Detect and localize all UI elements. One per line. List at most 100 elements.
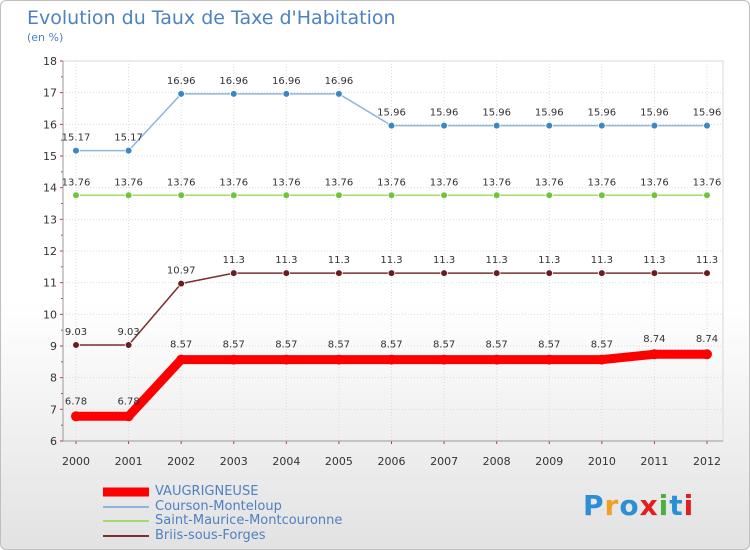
- data-label-saint-maurice-montcouronne: 13.76: [482, 177, 511, 188]
- data-label-saint-maurice-montcouronne: 13.76: [272, 177, 301, 188]
- logo-letter: o: [619, 489, 640, 522]
- data-label-briis-sous-forges: 9.03: [117, 327, 139, 338]
- data-label-saint-maurice-montcouronne: 13.76: [219, 177, 248, 188]
- data-point-saint-maurice-montcouronne: [335, 191, 343, 200]
- data-label-courson-monteloup: 16.96: [167, 76, 196, 87]
- data-label-saint-maurice-montcouronne: 13.76: [640, 177, 669, 188]
- data-label-vaugrigneuse: 8.57: [538, 340, 560, 351]
- data-point-vaugrigneuse: [596, 354, 607, 365]
- x-tick-label: 2012: [693, 455, 721, 468]
- x-tick-label: 2008: [483, 455, 511, 468]
- y-tick-label: 16: [43, 118, 57, 131]
- y-tick-label: 14: [43, 182, 57, 195]
- data-point-courson-monteloup: [282, 90, 291, 98]
- y-tick-label: 12: [43, 245, 57, 258]
- x-tick-label: 2007: [430, 455, 458, 468]
- legend-swatch-briis-sous-forges: [103, 534, 149, 537]
- data-point-saint-maurice-montcouronne: [492, 191, 501, 200]
- data-point-vaugrigneuse: [123, 411, 134, 422]
- legend: VAUGRIGNEUSE Courson-Monteloup Saint-Mau…: [101, 485, 342, 543]
- legend-label: Saint-Maurice-Montcouronne: [155, 513, 343, 529]
- proxiti-logo[interactable]: Proxiti: [583, 489, 694, 522]
- data-point-saint-maurice-montcouronne: [124, 191, 133, 200]
- data-point-vaugrigneuse: [281, 354, 292, 365]
- data-label-briis-sous-forges: 11.3: [591, 255, 613, 266]
- data-point-briis-sous-forges: [598, 269, 606, 277]
- data-point-briis-sous-forges: [282, 269, 291, 277]
- data-point-courson-monteloup: [124, 146, 133, 155]
- data-point-vaugrigneuse: [386, 354, 397, 365]
- x-tick-label: 2005: [325, 455, 353, 468]
- data-label-courson-monteloup: 15.96: [377, 108, 406, 119]
- data-point-vaugrigneuse: [333, 354, 344, 365]
- data-label-briis-sous-forges: 11.3: [328, 255, 350, 266]
- data-label-courson-monteloup: 15.96: [535, 108, 564, 119]
- data-point-vaugrigneuse: [544, 354, 555, 365]
- legend-item-vaugrigneuse: VAUGRIGNEUSE: [101, 485, 342, 500]
- x-tick-label: 2000: [62, 455, 90, 468]
- data-point-courson-monteloup: [229, 90, 238, 98]
- data-point-saint-maurice-montcouronne: [598, 191, 606, 200]
- data-label-saint-maurice-montcouronne: 13.76: [325, 177, 354, 188]
- data-point-courson-monteloup: [598, 121, 606, 130]
- data-label-courson-monteloup: 15.17: [114, 133, 143, 144]
- data-point-courson-monteloup: [440, 121, 448, 130]
- y-tick-label: 13: [43, 213, 57, 226]
- data-label-briis-sous-forges: 11.3: [380, 255, 402, 266]
- data-label-saint-maurice-montcouronne: 13.76: [588, 177, 617, 188]
- data-point-briis-sous-forges: [650, 269, 659, 277]
- data-point-vaugrigneuse: [439, 354, 450, 365]
- data-label-briis-sous-forges: 11.3: [643, 255, 665, 266]
- data-point-vaugrigneuse: [702, 349, 712, 360]
- data-label-vaugrigneuse: 8.57: [275, 340, 297, 351]
- data-label-briis-sous-forges: 11.3: [538, 255, 560, 266]
- data-label-briis-sous-forges: 9.03: [65, 327, 87, 338]
- data-label-vaugrigneuse: 8.57: [170, 340, 192, 351]
- data-label-courson-monteloup: 15.96: [693, 108, 722, 119]
- logo-letter: P: [583, 489, 605, 522]
- legend-swatch-vaugrigneuse: [103, 487, 149, 497]
- data-point-saint-maurice-montcouronne: [650, 191, 659, 200]
- y-tick-label: 15: [43, 150, 57, 163]
- data-label-courson-monteloup: 15.96: [640, 108, 669, 119]
- data-label-vaugrigneuse: 8.57: [591, 340, 613, 351]
- data-label-briis-sous-forges: 11.3: [433, 255, 455, 266]
- data-point-courson-monteloup: [703, 121, 711, 130]
- data-label-courson-monteloup: 15.96: [482, 108, 511, 119]
- logo-letter: t: [669, 489, 684, 522]
- chart-subtitle: (en %): [27, 31, 64, 44]
- x-tick-label: 2001: [115, 455, 143, 468]
- y-tick-label: 6: [50, 435, 57, 448]
- data-point-briis-sous-forges: [229, 269, 238, 277]
- x-tick-label: 2010: [588, 455, 616, 468]
- data-label-briis-sous-forges: 11.3: [275, 255, 297, 266]
- data-point-vaugrigneuse: [649, 349, 660, 360]
- logo-letter: r: [604, 489, 620, 522]
- data-label-vaugrigneuse: 8.74: [696, 334, 718, 345]
- legend-swatch-saint-maurice-montcouronne: [103, 520, 149, 523]
- data-point-saint-maurice-montcouronne: [387, 191, 396, 200]
- x-tick-label: 2011: [640, 455, 668, 468]
- data-point-vaugrigneuse: [228, 354, 239, 365]
- data-point-courson-monteloup: [177, 90, 185, 98]
- x-tick-label: 2002: [167, 455, 195, 468]
- legend-label: VAUGRIGNEUSE: [155, 484, 259, 500]
- data-point-vaugrigneuse: [71, 411, 81, 422]
- data-label-vaugrigneuse: 8.57: [328, 340, 350, 351]
- data-point-vaugrigneuse: [491, 354, 502, 365]
- data-label-saint-maurice-montcouronne: 13.76: [430, 177, 459, 188]
- logo-letter: i: [683, 489, 695, 522]
- data-point-saint-maurice-montcouronne: [72, 191, 80, 200]
- y-tick-label: 17: [43, 87, 57, 100]
- x-tick-label: 2006: [378, 455, 406, 468]
- y-tick-label: 8: [50, 372, 57, 385]
- data-point-vaugrigneuse: [176, 354, 187, 365]
- data-point-saint-maurice-montcouronne: [703, 191, 711, 200]
- chart-title: Evolution du Taux de Taxe d'Habitation: [27, 7, 396, 29]
- data-label-saint-maurice-montcouronne: 13.76: [167, 177, 196, 188]
- data-label-vaugrigneuse: 8.57: [486, 340, 508, 351]
- data-point-briis-sous-forges: [703, 269, 711, 277]
- data-point-saint-maurice-montcouronne: [229, 191, 238, 200]
- data-point-briis-sous-forges: [177, 279, 185, 288]
